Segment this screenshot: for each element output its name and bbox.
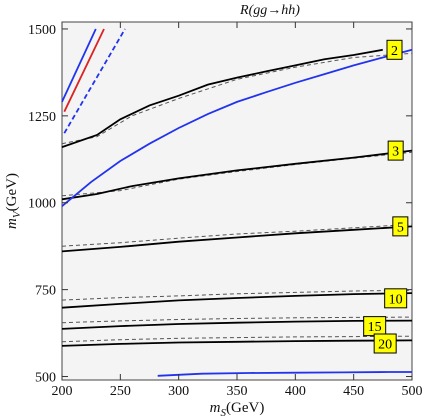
contour-20-line xyxy=(61,339,413,347)
x-tick-label: 350 xyxy=(227,384,248,399)
contour-tag-2: 2 xyxy=(391,44,398,59)
y-tick-label: 1250 xyxy=(28,110,56,125)
y-tick-label: 750 xyxy=(35,284,56,299)
y-axis-title-sub: V xyxy=(11,210,23,218)
contour-tag-10-box xyxy=(384,288,408,309)
contour-10-line xyxy=(61,292,413,309)
x-tick-label: 450 xyxy=(343,384,364,399)
boundary-curve-5 xyxy=(63,28,126,134)
x-tick-label: 400 xyxy=(285,384,306,399)
contour-5-line xyxy=(61,225,413,253)
contour-5-dashed xyxy=(61,223,413,247)
y-tick-label: 1000 xyxy=(28,197,56,212)
x-axis-title: mS(GeV) xyxy=(210,400,265,418)
x-tick-label: 250 xyxy=(110,384,131,399)
x-axis-title-sub: S xyxy=(221,407,227,418)
contour-tag-20-box xyxy=(373,333,397,354)
y-axis-title: mV(GeV) xyxy=(4,173,23,229)
x-tick-label: 500 xyxy=(402,384,423,399)
contour-tag-10: 10 xyxy=(389,292,403,307)
contour-2-line xyxy=(61,48,383,148)
contour-tag-3-box xyxy=(387,140,404,161)
boundary-curve-2 xyxy=(157,371,412,377)
contour-2-dashed xyxy=(61,52,413,145)
x-axis-title-unit: (GeV) xyxy=(226,400,264,416)
y-axis-title-unit: (GeV) xyxy=(4,173,20,211)
boundary-layer xyxy=(61,28,413,377)
contour-15-line xyxy=(61,319,413,330)
contour-layer xyxy=(61,48,413,347)
contour-tag-20: 20 xyxy=(378,338,392,353)
x-tick-label: 200 xyxy=(52,384,73,399)
contour-20-dashed xyxy=(61,335,413,343)
contour-tag-3: 3 xyxy=(392,145,399,160)
x-axis-ticks: 200 250 300 350 400 450 500 xyxy=(52,22,423,399)
boundary-curve-3 xyxy=(61,28,97,103)
contour-label-layer: 2 3 5 10 15 20 xyxy=(363,39,409,354)
contour-10-dashed xyxy=(61,289,413,301)
contour-15-dashed xyxy=(61,316,413,324)
y-tick-label: 500 xyxy=(35,371,56,386)
contour-tag-2-box xyxy=(386,39,403,60)
chart-title: R(gg→hh) xyxy=(239,3,300,18)
x-tick-label: 300 xyxy=(168,384,189,399)
y-axis-ticks: 500 750 1000 1250 1500 xyxy=(28,23,412,386)
contour-tag-5: 5 xyxy=(397,220,404,235)
contour-3-line xyxy=(61,149,413,201)
boundary-curve-1 xyxy=(61,48,413,207)
contour-tag-5-box xyxy=(392,216,409,237)
y-tick-label: 1500 xyxy=(28,23,56,38)
y-axis-title-main: m xyxy=(4,218,20,229)
contour-tag-15: 15 xyxy=(368,320,382,335)
boundary-curve-4 xyxy=(63,28,105,113)
x-axis-title-main: m xyxy=(210,400,221,416)
